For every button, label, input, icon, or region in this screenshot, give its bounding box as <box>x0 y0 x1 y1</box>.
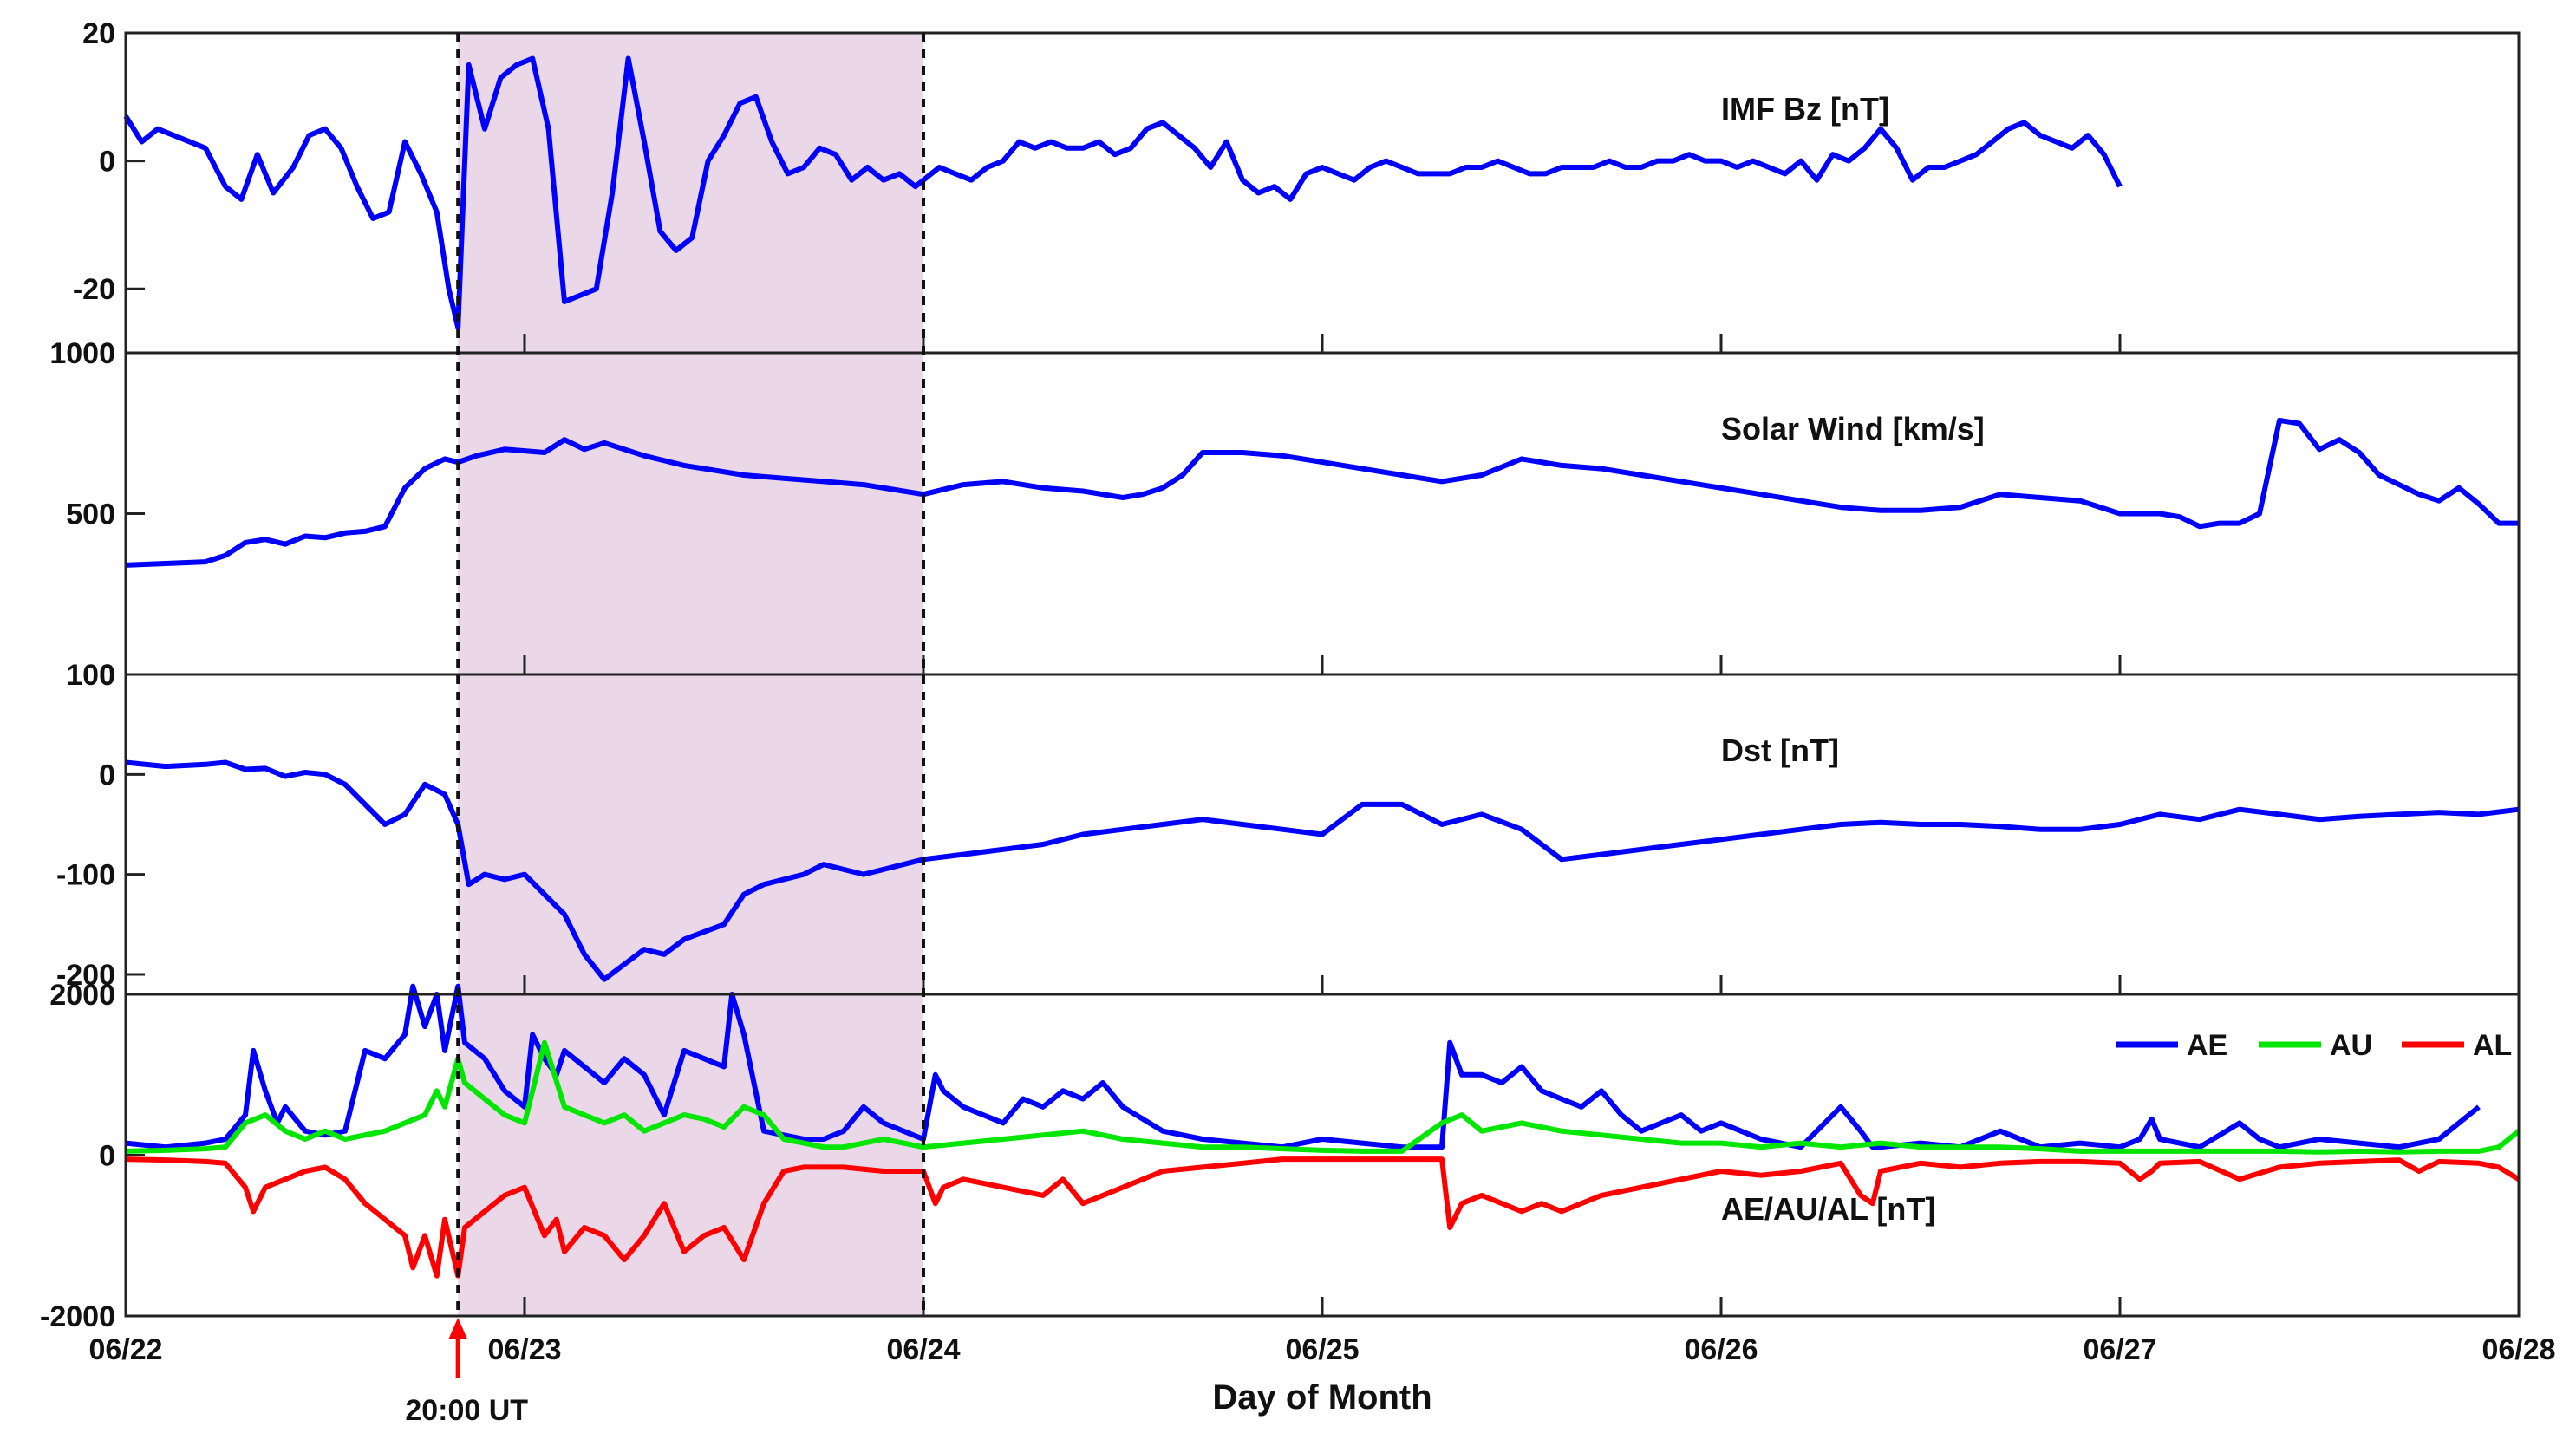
y-tick-label-imf_bz: 20 <box>82 17 115 50</box>
series-solar_wind-solar-wind <box>125 417 2519 568</box>
x-axis-label: Day of Month <box>1212 1378 1431 1417</box>
y-tick-label-solar_wind: 500 <box>66 498 115 531</box>
x-tick-label: 06/25 <box>1285 1333 1359 1366</box>
event-marker-label: 20:00 UT <box>405 1394 528 1427</box>
series-ae_au_al-au <box>125 1039 2521 1155</box>
panel-label-solar_wind: Solar Wind [km/s] <box>1721 411 1985 446</box>
x-tick-label: 06/28 <box>2481 1333 2555 1366</box>
series-imf_bz-imf-bz <box>123 55 2123 330</box>
event-arrow-head <box>448 1318 468 1339</box>
y-tick-label-ae_au_al: -2000 <box>40 1300 115 1333</box>
x-tick-label: 06/23 <box>487 1333 561 1366</box>
panel-label-dst: Dst [nT] <box>1721 733 1839 768</box>
y-tick-label-imf_bz: 0 <box>99 146 115 179</box>
y-tick-label-solar_wind: 1000 <box>49 337 115 370</box>
y-tick-label-ae_au_al: 0 <box>99 1140 115 1173</box>
legend-label-ae: AE <box>2187 1029 2227 1062</box>
x-tick-label: 06/27 <box>2083 1333 2156 1366</box>
x-tick-label: 06/22 <box>88 1333 162 1366</box>
legend-label-au: AU <box>2330 1029 2372 1062</box>
panel-label-ae_au_al: AE/AU/AL [nT] <box>1721 1191 1935 1227</box>
y-tick-label-dst: 0 <box>99 759 115 791</box>
legend-label-al: AL <box>2473 1029 2512 1062</box>
x-tick-label: 06/24 <box>886 1333 960 1366</box>
y-tick-label-dst: -200 <box>56 959 115 992</box>
y-tick-label-imf_bz: -20 <box>73 273 115 306</box>
y-tick-label-ae_au_al: 2000 <box>49 979 115 1012</box>
series-ae_au_al-al <box>125 1156 2521 1279</box>
panel-label-imf_bz: IMF Bz [nT] <box>1721 91 1889 127</box>
y-tick-label-dst: -100 <box>56 859 115 892</box>
y-tick-label-solar_wind: 0 <box>99 659 115 692</box>
y-tick-label-dst: 100 <box>66 659 115 692</box>
series-dst-dst <box>125 759 2520 982</box>
x-tick-label: 06/26 <box>1684 1333 1758 1366</box>
